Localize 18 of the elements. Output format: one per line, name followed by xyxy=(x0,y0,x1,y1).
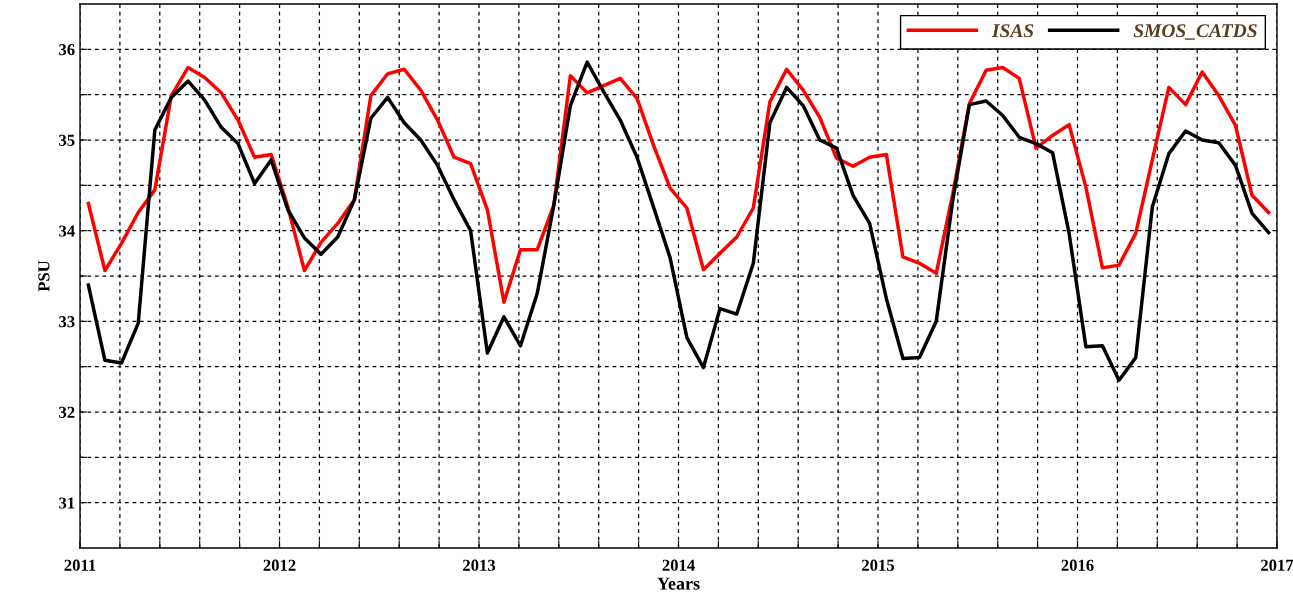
y-axis-title: PSU xyxy=(38,260,50,292)
x-tick-label: 2013 xyxy=(463,559,496,571)
x-tick-label: 2012 xyxy=(263,559,296,571)
x-axis-title: Years xyxy=(657,577,700,590)
y-tick-label: 33 xyxy=(59,316,75,328)
line-series xyxy=(86,65,1271,305)
y-tick-label: 34 xyxy=(59,225,75,237)
x-tick-label: 2016 xyxy=(1061,559,1094,571)
x-tick-label: 2014 xyxy=(662,559,695,571)
x-tick-label: 2017 xyxy=(1261,559,1293,571)
x-tick-label: 2011 xyxy=(64,559,96,571)
y-tick-label: 31 xyxy=(59,497,75,509)
y-tick-label: 36 xyxy=(59,44,75,56)
legend-label: SMOS_CATDS xyxy=(1133,24,1257,40)
legend-label: ISAS xyxy=(991,24,1034,38)
x-tick-label: 2015 xyxy=(862,559,895,571)
y-tick-label: 32 xyxy=(59,406,75,418)
y-tick-label: 35 xyxy=(59,134,75,146)
